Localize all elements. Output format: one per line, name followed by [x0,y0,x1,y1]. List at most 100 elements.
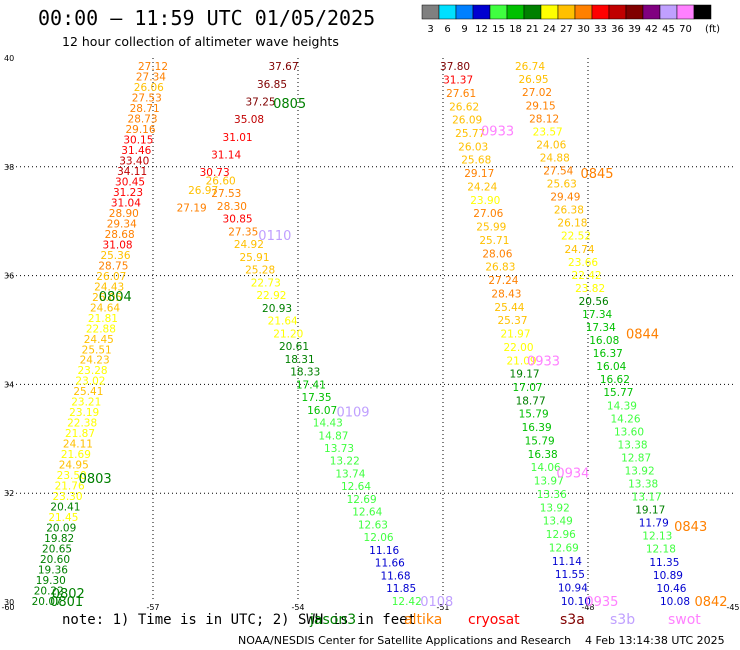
data-point: 22.38 [67,418,97,430]
data-point: 27.35 [228,226,258,238]
data-point: 21.87 [65,428,95,440]
data-point: 13.38 [628,479,658,491]
data-point: 27.34 [136,72,166,84]
legend-label: 3 [427,24,433,35]
data-point: 29.34 [107,218,137,230]
data-point: 25.51 [82,344,112,356]
data-point: 20.65 [42,543,72,555]
data-point: 25.77 [455,128,485,140]
y-tick-label: 34 [4,380,14,389]
footer-timestamp: 4 Feb 13:14:38 UTC 2025 [585,634,725,647]
data-point: 20.22 [34,585,64,597]
footer-credit: NOAA/NESDIS Center for Satellite Applica… [238,634,572,647]
data-point: 31.46 [121,145,151,157]
legend-label: 33 [594,24,607,35]
data-point: 12.13 [642,531,672,543]
data-point: 12.69 [347,494,377,506]
page-title: 00:00 – 11:59 UTC 01/05/2025 [38,6,376,30]
x-tick-label: -60 [1,603,14,612]
data-point: 13.60 [614,426,644,438]
data-point: 31.23 [113,187,143,199]
data-point: 23.02 [75,376,105,388]
color-legend: 3 6 9 12 15 18 21 24 27 30 33 36 39 42 45 70 (ft) [421,4,720,35]
data-point: 31.01 [223,132,253,144]
legend-unit: (ft) [705,24,720,35]
legend-label: 70 [679,24,692,35]
legend-label: 24 [543,24,556,35]
data-point: 14.87 [318,430,348,442]
chart-subtitle: 12 hour collection of altimeter wave hei… [62,34,339,49]
data-point: 16.08 [589,335,619,347]
data-point: 21.45 [48,512,78,524]
x-tick-label: -48 [581,603,594,612]
data-point: 24.74 [564,244,594,256]
data-point: 16.38 [528,449,558,461]
data-point: 26.95 [519,74,549,86]
data-point: 12.18 [646,544,676,556]
data-point: 12.64 [352,507,382,519]
data-point: 11.79 [639,518,669,530]
data-point: 21.20 [273,328,303,340]
data-point: 19.82 [44,533,74,545]
data-point: 24.11 [63,439,93,451]
data-point: 30.85 [223,214,253,226]
data-point: 19.36 [38,564,68,576]
data-point: 28.43 [491,288,521,300]
data-point: 11.35 [649,557,679,569]
pass-time-label: 0844 [626,328,659,343]
data-point: 27.54 [543,166,573,178]
data-point: 17.07 [513,382,543,394]
data-point: 14.06 [531,462,561,474]
data-point: 27.24 [488,275,518,287]
data-point: 16.07 [307,405,337,417]
data-point: 22.92 [256,290,286,302]
data-point: 13.49 [543,516,573,528]
data-point: 18.31 [285,354,315,366]
legend-label: 18 [509,24,522,35]
data-point: 27.12 [138,61,168,73]
data-point: 24.06 [536,139,566,151]
data-point: 25.68 [461,155,491,167]
data-point: 21.09 [507,355,537,367]
legend-swatch [693,4,712,20]
data-point: 25.37 [497,315,527,327]
data-point: 36.85 [257,79,287,91]
data-point: 30.73 [200,167,230,179]
legend-label: 15 [492,24,505,35]
data-point: 22.88 [86,323,116,335]
data-point: 20.41 [50,502,80,514]
data-point: 10.08 [660,596,690,608]
data-point: 21.69 [61,449,91,461]
data-point: 19.30 [36,575,66,587]
data-point: 13.92 [540,502,570,514]
data-point: 31.04 [111,197,141,209]
data-point: 24.45 [84,334,114,346]
satellite-name: s3a [560,612,585,628]
data-point: 23.66 [568,257,598,269]
data-point: 12.63 [358,519,388,531]
data-point: 27.61 [446,88,476,100]
data-point: 28.75 [98,260,128,272]
data-point: 29.49 [550,192,580,204]
y-tick-label: 40 [4,54,14,63]
pass-time-label: 0933 [527,354,560,369]
data-point: 31.14 [211,150,241,162]
data-point: 17.34 [586,322,616,334]
data-point: 19.17 [635,505,665,517]
data-point: 20.93 [262,303,292,315]
x-tick-label: -45 [726,603,739,612]
pass-time-label: 0803 [79,472,112,487]
data-point: 19.17 [510,369,540,381]
satellite-name: jason3 [310,612,357,628]
data-point: 11.85 [386,583,416,595]
pass-time-label: 0842 [694,595,727,610]
data-point: 16.04 [596,361,626,373]
data-point: 23.57 [533,126,563,138]
data-point: 26.97 [188,185,218,197]
data-point: 26.74 [515,61,545,73]
data-point: 24.88 [540,152,570,164]
data-point: 22.52 [561,231,591,243]
data-point: 25.99 [476,222,506,234]
pass-time-label: 0845 [580,167,613,182]
